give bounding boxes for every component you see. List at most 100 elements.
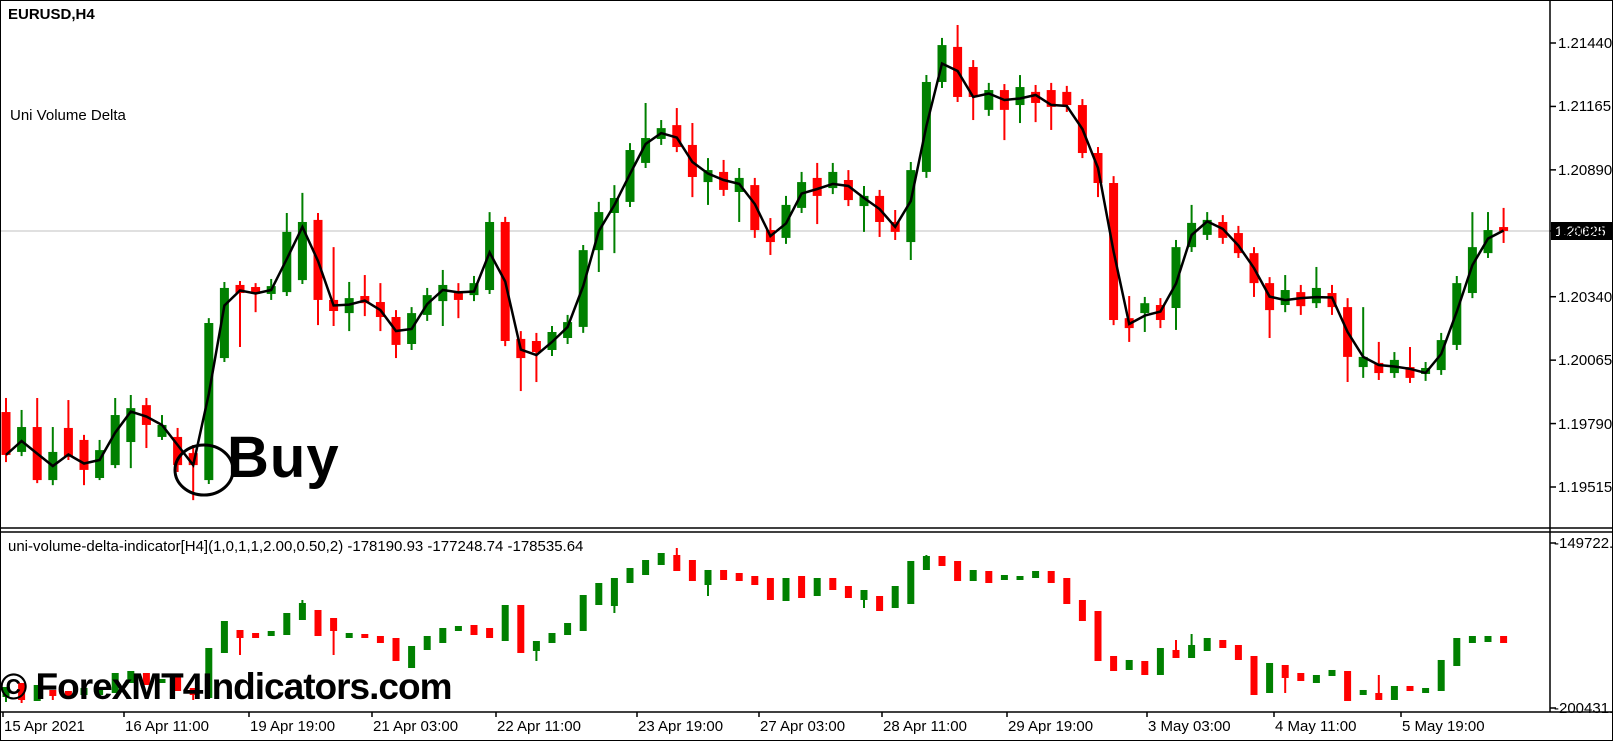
- candle-body-delta: [330, 617, 338, 631]
- candle-body-delta: [532, 640, 540, 651]
- price-axis-label: 1.20340: [1558, 288, 1613, 306]
- candle-body-delta: [142, 672, 150, 685]
- candle-body-price: [1046, 90, 1056, 107]
- candle-body-price: [984, 90, 994, 110]
- candle-body-price: [188, 453, 198, 466]
- candle-body-price: [126, 408, 136, 443]
- candle-body-delta: [1468, 635, 1476, 643]
- candle-body-delta: [189, 687, 197, 695]
- candle-body-price: [641, 138, 651, 163]
- candle-body-price: [485, 221, 495, 291]
- candle-body-delta: [361, 633, 369, 638]
- candle-body-delta: [298, 602, 306, 620]
- candle-body-delta: [704, 569, 712, 585]
- candle-body-price: [1374, 362, 1384, 374]
- candle-body-price: [204, 323, 214, 481]
- candle-body-delta: [33, 684, 41, 701]
- price-axis-label: 1.20625: [1558, 222, 1613, 240]
- candle-body-price: [282, 231, 292, 293]
- time-axis-label: 27 Apr 03:00: [760, 718, 846, 735]
- candle-body-price: [95, 450, 105, 479]
- candle-body-delta: [1032, 570, 1040, 578]
- candle-body-delta: [1344, 670, 1352, 701]
- candle-body-delta: [922, 556, 930, 570]
- candle-body-delta: [1390, 685, 1398, 700]
- candle-body-delta: [80, 687, 88, 695]
- candle-body-delta: [938, 556, 946, 566]
- candle-body-delta: [766, 577, 774, 600]
- candle-body-delta: [408, 645, 416, 668]
- candle-body-delta: [486, 627, 494, 638]
- candle-body-delta: [1453, 637, 1461, 666]
- candle-body-price: [1358, 356, 1368, 368]
- candle-body-delta: [876, 595, 884, 611]
- candle-body-price: [843, 180, 853, 201]
- overlay-indicator-name: Uni Volume Delta: [10, 107, 126, 124]
- watermark-text: © ForexMT4Indicators.com: [0, 666, 452, 707]
- candle-body-delta: [798, 575, 806, 598]
- candle-body-delta: [49, 689, 57, 696]
- candle-body-price: [157, 424, 167, 437]
- candle-body-delta: [1406, 685, 1414, 691]
- candle-body-delta: [1000, 574, 1008, 580]
- candle-body-delta: [1141, 660, 1149, 675]
- candle-body-delta: [829, 577, 837, 590]
- candle-body-price: [1280, 290, 1290, 306]
- candle-body-delta: [610, 577, 618, 606]
- price-axis-label: 1.20065: [1558, 352, 1613, 370]
- candle-body-price: [906, 170, 916, 243]
- time-axis-label: 23 Apr 19:00: [638, 718, 724, 735]
- candle-body-price: [1140, 303, 1150, 314]
- candle-body-delta: [954, 560, 962, 581]
- buy-circle-annotation: [173, 443, 235, 497]
- candle-body-price: [672, 125, 682, 148]
- candle-body-delta: [720, 569, 728, 580]
- candle-body-delta: [782, 577, 790, 601]
- candle-body-price: [110, 415, 120, 466]
- price-axis-label: 1.21440: [1558, 35, 1613, 52]
- candle-body-delta: [1484, 635, 1492, 642]
- candle-body-delta: [969, 569, 977, 581]
- candle-body-delta: [844, 585, 852, 598]
- candle-body-delta: [564, 622, 572, 635]
- price-axis-label: 1.19790: [1558, 415, 1613, 433]
- candle-body-delta: [1359, 689, 1367, 695]
- candle-body-price: [1015, 87, 1025, 106]
- candle-body-price: [173, 436, 183, 466]
- candle-body-delta: [1156, 647, 1164, 675]
- candle-body-price: [235, 284, 245, 294]
- candle-body-delta: [1016, 575, 1024, 580]
- candle-body-price: [1467, 247, 1477, 294]
- candle-body-delta: [1203, 637, 1211, 651]
- price-axis-label: 1.20890: [1558, 161, 1613, 179]
- candle-body-price: [859, 195, 869, 207]
- candle-body-delta: [267, 630, 275, 636]
- candle-body-delta: [1094, 610, 1102, 661]
- candle-body-delta: [673, 554, 681, 571]
- candle-body-price: [219, 287, 229, 359]
- candle-body-delta: [642, 559, 650, 575]
- candle-body-delta: [1281, 664, 1289, 678]
- candle-body-price: [563, 322, 573, 339]
- candle-body-price: [438, 284, 448, 302]
- time-axis-label: 3 May 03:00: [1148, 718, 1231, 735]
- indicator-axis-label: -200431.0: [1554, 700, 1613, 717]
- candle-body-price: [141, 405, 151, 425]
- time-axis-label: 4 May 11:00: [1275, 718, 1357, 735]
- symbol-timeframe-label: EURUSD,H4: [8, 6, 95, 23]
- moving-average-line: [5, 61, 1505, 468]
- candle-body-delta: [1078, 599, 1086, 621]
- candle-body-price: [1031, 91, 1041, 103]
- candle-body-delta: [626, 567, 634, 583]
- candle-body-delta: [18, 682, 26, 700]
- time-axis-label: 16 Apr 11:00: [125, 718, 209, 735]
- candle-body-delta: [1188, 644, 1196, 658]
- candle-body-delta: [376, 635, 384, 643]
- candle-body-delta: [252, 632, 260, 638]
- candle-body-delta: [283, 612, 291, 635]
- candle-body-delta: [907, 560, 915, 604]
- candle-body-delta: [1172, 649, 1180, 658]
- candle-body-price: [1171, 247, 1181, 309]
- candle-body-delta: [470, 624, 478, 635]
